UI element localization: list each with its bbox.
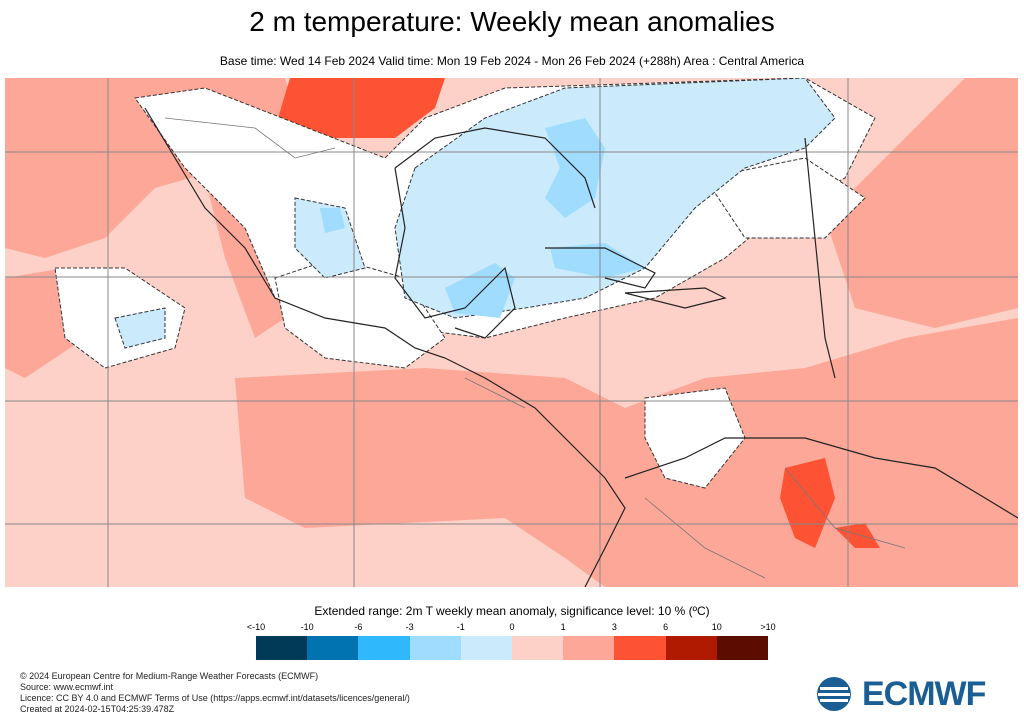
source-text: Source: www.ecmwf.int bbox=[20, 682, 114, 692]
legend-swatch bbox=[614, 636, 666, 660]
licence-text: Licence: CC BY 4.0 and ECMWF Terms of Us… bbox=[20, 693, 410, 703]
legend-label: 3 bbox=[611, 622, 617, 632]
page-title: 2 m temperature: Weekly mean anomalies bbox=[249, 6, 775, 37]
legend-title: Extended range: 2m T weekly mean anomaly… bbox=[314, 604, 710, 618]
ecmwf-logo: ECMWF bbox=[812, 674, 1012, 714]
anomaly-minus1-0-regions bbox=[114, 78, 836, 349]
footer: © 2024 European Centre for Medium-Range … bbox=[20, 671, 410, 715]
legend-swatch bbox=[256, 636, 308, 660]
legend-swatch bbox=[716, 636, 769, 660]
legend-label: -6 bbox=[354, 622, 363, 632]
legend-labels: <-10 -10 -6 -3 -1 0 1 3 6 10 >10 bbox=[247, 622, 776, 634]
page-subtitle: Base time: Wed 14 Feb 2024 Valid time: M… bbox=[219, 54, 805, 68]
legend-label: -1 bbox=[456, 622, 465, 632]
legend-swatch bbox=[512, 636, 564, 660]
ecmwf-logo-icon bbox=[817, 677, 851, 711]
legend-swatch bbox=[358, 636, 410, 660]
legend-label: -10 bbox=[300, 622, 314, 632]
copyright-text: © 2024 European Centre for Medium-Range … bbox=[20, 671, 319, 681]
legend-label: >10 bbox=[760, 622, 776, 632]
country-borders bbox=[164, 117, 906, 579]
created-text: Created at 2024-02-15T04:25:39.478Z bbox=[20, 704, 175, 714]
legend-label: 10 bbox=[711, 622, 722, 632]
legend-swatch bbox=[307, 636, 359, 660]
legend-swatch bbox=[409, 636, 461, 660]
legend-label: 0 bbox=[509, 622, 515, 632]
legend-label: -3 bbox=[405, 622, 414, 632]
coastlines bbox=[144, 107, 1018, 587]
color-legend bbox=[256, 636, 769, 660]
legend-swatch bbox=[460, 636, 513, 660]
legend-label: <-10 bbox=[246, 622, 266, 632]
legend-swatch bbox=[665, 636, 717, 660]
legend-swatch bbox=[563, 636, 615, 660]
legend-label: 1 bbox=[560, 622, 566, 632]
anomaly-map bbox=[5, 78, 1018, 587]
ecmwf-logo-text: ECMWF bbox=[862, 674, 986, 713]
legend-label: 6 bbox=[663, 622, 669, 632]
